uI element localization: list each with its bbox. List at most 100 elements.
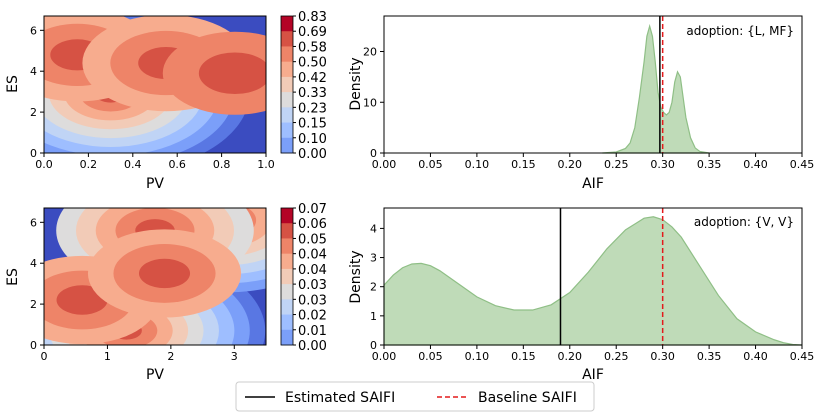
colorbar-tick-label: 0.15 (298, 117, 327, 132)
colorbar-segment (281, 329, 293, 346)
heatmap-contours (44, 208, 266, 345)
x-tick-label: 0.10 (465, 350, 490, 363)
x-tick-label: 1 (104, 350, 111, 363)
colorbar-tick-label: 0.05 (298, 232, 327, 247)
colorbar-segment (281, 253, 293, 270)
colorbar-segment (281, 268, 293, 285)
colorbar-tick-label: 0.03 (298, 278, 327, 293)
colorbar-segment (281, 137, 293, 154)
colorbar-tick-label: 0.06 (298, 217, 327, 232)
colorbar-frame (280, 207, 294, 346)
colorbar-segment (281, 238, 293, 255)
colorbar-segment (281, 31, 293, 47)
x-tick-label: 0.40 (743, 158, 768, 171)
colorbar-tick-label: 0.42 (298, 71, 327, 86)
x-tick-label: 0.40 (743, 350, 768, 363)
colorbar-segment (281, 107, 293, 124)
y-tick-label: 4 (30, 257, 37, 270)
y-axis-label: ES (5, 75, 21, 93)
x-tick-label: 0.05 (418, 158, 443, 171)
x-tick-label: 0.05 (418, 350, 443, 363)
contour-level-4-2 (138, 258, 191, 289)
y-tick-label: 0 (370, 147, 377, 160)
x-axis-label: PV (146, 176, 164, 192)
y-tick-label: 2 (370, 281, 377, 294)
y-tick-label: 10 (363, 96, 377, 109)
y-axis-label: Density (348, 250, 364, 303)
x-tick-label: 0.00 (372, 350, 397, 363)
x-axis-label: AIF (582, 176, 604, 192)
legend-estimated-label: Estimated SAIFI (285, 390, 395, 406)
colorbar-tick-label: 0.10 (298, 132, 327, 147)
x-tick-label: 1.0 (257, 158, 275, 171)
x-tick-label: 0.30 (650, 158, 675, 171)
plot-frame (383, 207, 803, 346)
colorbar-tick-label: 0.33 (298, 86, 327, 101)
colorbar-segment (281, 16, 293, 32)
x-axis-label: PV (146, 367, 164, 383)
colorbar-frame (280, 15, 294, 154)
plot-frame (383, 15, 803, 154)
y-tick-label: 6 (30, 216, 37, 229)
panel-density-top: 0.00 0.05 0.10 0.15 0.20 0.25 0.30 0.35 0.40 0.45… (348, 15, 815, 192)
colorbar-tick-label: 0.23 (298, 101, 327, 116)
colorbar-tick-label: 0.02 (298, 309, 327, 324)
x-tick-label: 0.6 (168, 158, 186, 171)
colorbar-tick-label: 0.83 (298, 10, 327, 25)
x-tick-label: 0.00 (372, 158, 397, 171)
y-axis-ticks: 0 10 20 (363, 46, 384, 160)
adoption-annotation: adoption: {L, MF} (686, 24, 794, 38)
colorbar-tick-label: 0.00 (298, 339, 327, 354)
y-axis-label: Density (348, 57, 364, 110)
y-axis-ticks: 0 1 2 3 4 (370, 222, 384, 352)
x-axis-label: AIF (582, 367, 604, 383)
y-axis-ticks: 0 2 4 6 (30, 216, 44, 352)
x-tick-label: 0.20 (558, 350, 583, 363)
x-tick-label: 0.35 (697, 158, 722, 171)
colorbar (280, 207, 294, 346)
y-axis-ticks: 0 2 4 6 (30, 24, 44, 160)
y-tick-label: 2 (30, 106, 37, 119)
plot-frame (43, 15, 267, 154)
x-tick-label: 0 (41, 350, 48, 363)
x-axis-ticks: 0.00 0.05 0.10 0.15 0.20 0.25 0.30 0.35 0.40 0.45 (372, 345, 814, 363)
y-tick-label: 0 (370, 339, 377, 352)
colorbar-tick-label: 0.04 (298, 263, 327, 278)
colorbar-tick-label: 0.58 (298, 40, 327, 55)
y-tick-label: 4 (370, 222, 377, 235)
colorbar-ticks: 0.830.690.580.500.420.330.230.150.100.00 (293, 10, 327, 162)
x-tick-label: 3 (231, 350, 238, 363)
colorbar-segment (281, 61, 293, 78)
density-area (602, 23, 710, 154)
x-tick-label: 0.8 (213, 158, 231, 171)
colorbar-tick-label: 0.03 (298, 293, 327, 308)
colorbar-tick-label: 0.69 (298, 25, 327, 40)
x-tick-label: 0.45 (790, 158, 815, 171)
x-tick-label: 0.15 (511, 350, 536, 363)
colorbar-segment (281, 299, 293, 316)
x-tick-label: 0.15 (511, 158, 536, 171)
y-tick-label: 3 (370, 252, 377, 265)
colorbar-segment (281, 46, 293, 63)
x-axis-ticks: 0.00 0.05 0.10 0.15 0.20 0.25 0.30 0.35 0.40 0.45 (372, 153, 815, 171)
y-tick-label: 0 (30, 147, 37, 160)
colorbar-tick-label: 0.04 (298, 248, 327, 263)
x-tick-label: 0.4 (124, 158, 142, 171)
contour-level-3-2 (56, 285, 108, 315)
colorbar-segment (281, 92, 293, 108)
y-tick-label: 2 (30, 298, 37, 311)
x-tick-label: 0.0 (35, 158, 53, 171)
y-tick-label: 1 (370, 310, 377, 323)
colorbar-segment (281, 223, 293, 239)
y-tick-label: 0 (30, 339, 37, 352)
y-axis-label: ES (5, 268, 21, 286)
legend-baseline-label: Baseline SAIFI (478, 390, 577, 406)
colorbar-segment (281, 314, 293, 331)
contour-level-3-1 (198, 52, 266, 95)
x-axis-ticks: 0.0 0.2 0.4 0.6 0.8 1.0 (35, 153, 275, 171)
y-tick-label: 6 (30, 24, 37, 37)
x-tick-label: 0.25 (604, 158, 629, 171)
